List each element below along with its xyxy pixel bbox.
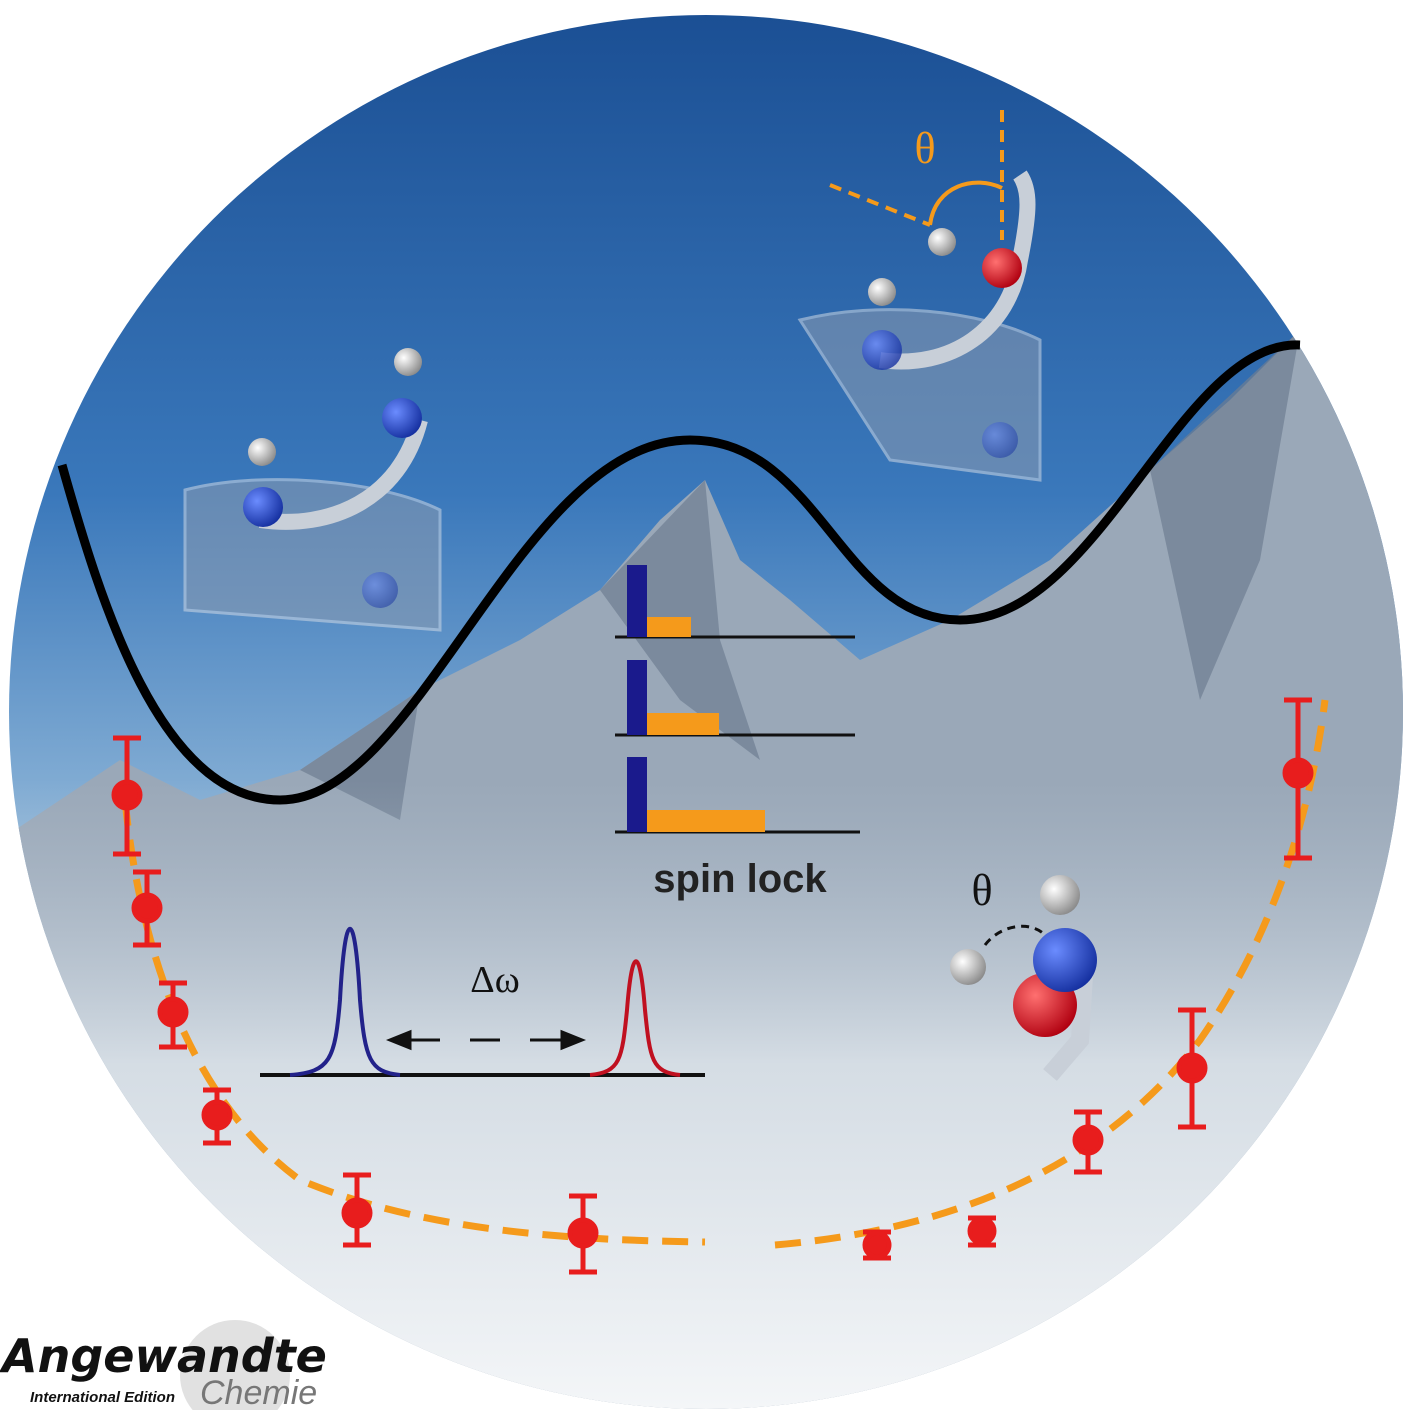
logo: Angewandte International Edition Chemie <box>0 1320 327 1410</box>
energy-curve <box>57 340 1301 805</box>
logo-name: Angewandte <box>0 1329 327 1383</box>
theta-side: θ <box>971 866 992 915</box>
theta-top: θ <box>914 124 935 173</box>
logo-sub: Chemie <box>200 1374 317 1410</box>
spin-lock-label: spin lock <box>653 857 827 901</box>
molecule-side <box>950 875 1097 1081</box>
molecule-left <box>183 348 442 632</box>
spin-lock-bars <box>615 565 860 834</box>
fit-curves <box>121 699 1329 1249</box>
molecule-right <box>797 110 1042 482</box>
peaks <box>260 927 705 1077</box>
data-points <box>111 697 1314 1275</box>
logo-edition: International Edition <box>30 1389 175 1406</box>
delta-omega-label: Δω <box>470 959 519 1001</box>
